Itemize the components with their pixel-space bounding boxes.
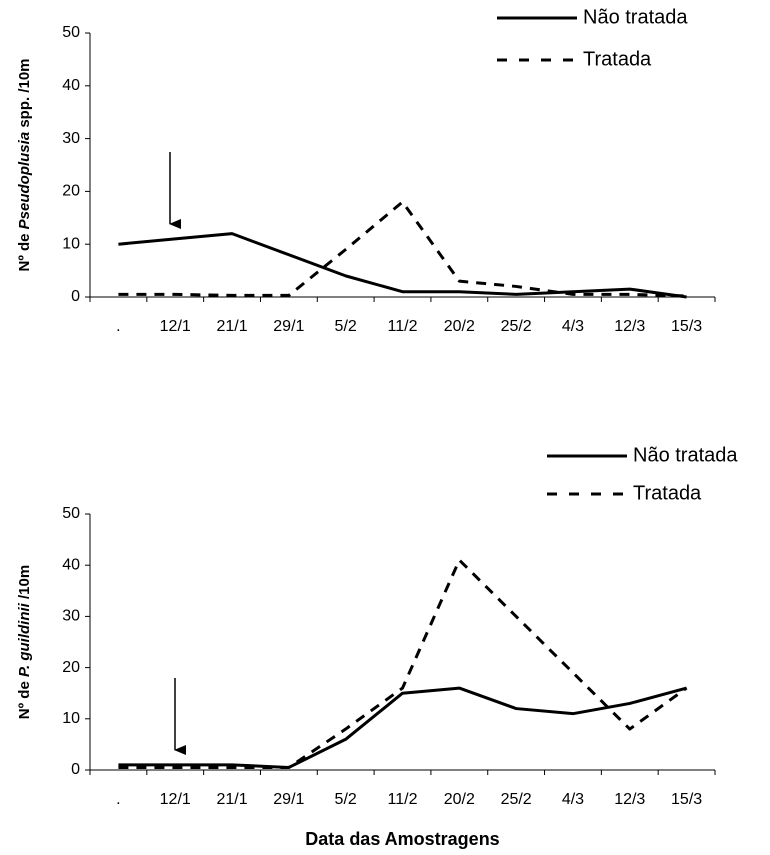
x-tick-label: 5/2 [335, 791, 357, 808]
x-tick-label: 21/1 [216, 791, 247, 808]
y-axis-label-part: P. guildinii [16, 602, 33, 677]
x-axis-label: Data das Amostragens [305, 829, 499, 849]
x-tick-label: 12/1 [160, 318, 191, 335]
y-axis-label-part: Nº de [16, 229, 33, 271]
y-tick-label: 0 [71, 288, 80, 305]
x-tick-label: 11/2 [388, 791, 418, 808]
x-tick-label: 21/1 [216, 318, 247, 335]
x-tick-label: 25/2 [501, 318, 532, 335]
x-tick-label: . [116, 791, 120, 808]
series-line [118, 558, 688, 769]
legend-label: Tratada [633, 482, 702, 504]
y-tick-label: 20 [62, 183, 80, 200]
x-tick-label: 12/1 [160, 791, 191, 808]
x-tick-label: 20/2 [444, 791, 475, 808]
x-tick-label: 5/2 [335, 318, 357, 335]
x-tick-label: 4/3 [562, 791, 584, 808]
y-axis-label-part: Pseudoplusia [16, 132, 33, 230]
x-tick-label: 29/1 [273, 318, 304, 335]
y-tick-label: 30 [62, 130, 80, 147]
x-tick-label: 15/3 [671, 318, 702, 335]
series-line [118, 232, 687, 299]
legend-label: Tratada [583, 48, 652, 70]
series-line [118, 686, 687, 769]
y-tick-label: 40 [62, 556, 80, 573]
y-axis-label-part: Nº de [16, 677, 33, 719]
x-tick-label: 29/1 [273, 791, 304, 808]
x-tick-label: 12/3 [614, 318, 645, 335]
x-tick-label: . [116, 318, 120, 335]
y-axis-label: Nº de Pseudoplusia spp. /10m [16, 58, 33, 271]
y-axis-label-part: spp. /10m [16, 58, 33, 131]
y-tick-label: 50 [62, 24, 80, 41]
y-tick-label: 30 [62, 608, 80, 625]
y-tick-label: 10 [62, 710, 80, 727]
series-line [118, 200, 687, 298]
x-tick-label: 25/2 [501, 791, 532, 808]
y-axis-label: Nº de P. guildinii /10m [16, 565, 33, 719]
x-tick-label: 4/3 [562, 318, 584, 335]
y-tick-label: 40 [62, 77, 80, 94]
y-tick-label: 20 [62, 659, 80, 676]
x-tick-label: 15/3 [671, 791, 702, 808]
y-tick-label: 0 [71, 761, 80, 778]
y-tick-label: 10 [62, 235, 80, 252]
x-tick-label: 12/3 [614, 791, 645, 808]
y-tick-label: 50 [62, 505, 80, 522]
x-tick-label: 20/2 [444, 318, 475, 335]
legend-label: Não tratada [583, 6, 688, 28]
y-axis-label-part: /10m [16, 565, 33, 603]
legend-label: Não tratada [633, 444, 738, 466]
x-tick-label: 11/2 [388, 318, 418, 335]
